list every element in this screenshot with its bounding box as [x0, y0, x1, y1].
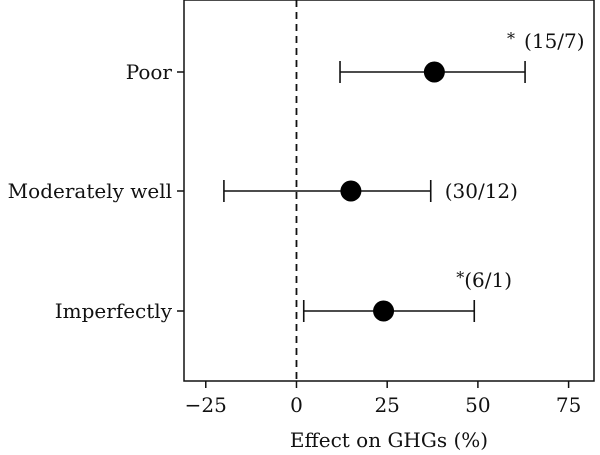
- row-annotation: (30/12): [445, 179, 518, 203]
- confidence-interval: [223, 180, 432, 202]
- y-axis: Poor Moderately well Imperfectly: [8, 60, 184, 323]
- significance-marker: *: [456, 268, 464, 287]
- estimates: * (15/7) (30/12) *(6/1): [223, 29, 585, 322]
- point-estimate: [423, 61, 445, 83]
- x-tick-label: 25: [374, 393, 399, 417]
- category-label: Poor: [126, 60, 173, 84]
- x-tick-label: 50: [465, 393, 490, 417]
- point-estimate: [340, 180, 362, 202]
- x-axis-title: Effect on GHGs (%): [290, 428, 488, 452]
- x-tick-label: 75: [556, 393, 581, 417]
- significance-marker: *: [507, 29, 515, 48]
- x-tick-label: 0: [290, 393, 303, 417]
- x-axis: −25 0 25 50 75: [185, 381, 581, 417]
- row-annotation: * (15/7): [507, 29, 585, 53]
- point-estimate: [373, 300, 395, 322]
- row-annotation: *(6/1): [456, 268, 512, 292]
- category-label: Imperfectly: [55, 299, 173, 323]
- category-label: Moderately well: [8, 179, 172, 203]
- x-tick-label: −25: [185, 393, 227, 417]
